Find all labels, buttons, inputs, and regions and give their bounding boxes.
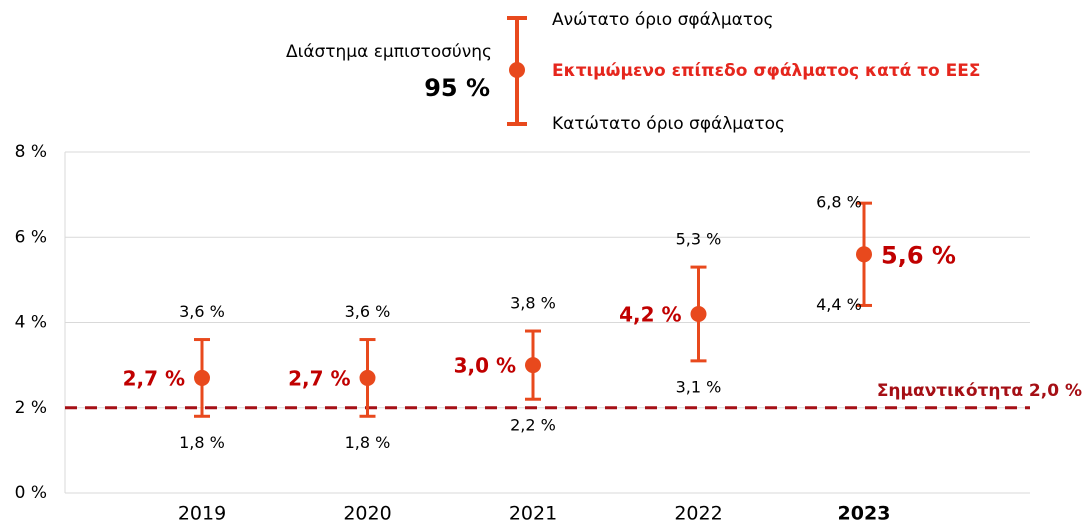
y-tick-label: 8 %	[15, 142, 47, 162]
lower-label: 1,8 %	[179, 433, 225, 452]
lower-label: 2,2 %	[510, 416, 556, 435]
legend-lower: Κατώτατο όριο σφάλματος	[552, 114, 785, 134]
value-label: 4,2 %	[619, 302, 681, 326]
point	[856, 246, 872, 263]
y-tick-label: 4 %	[15, 313, 47, 333]
upper-label: 3,8 %	[510, 294, 556, 313]
value-label: 3,0 %	[454, 354, 516, 378]
upper-label: 3,6 %	[345, 302, 391, 321]
legend-upper: Ανώτατο όριο σφάλματος	[552, 10, 773, 30]
lower-label: 4,4 %	[816, 295, 862, 314]
point	[194, 369, 210, 386]
y-tick-label: 6 %	[15, 227, 47, 247]
x-tick-label: 2020	[343, 503, 391, 525]
point	[525, 357, 541, 374]
x-tick-label: 2023	[838, 503, 891, 525]
x-tick-label: 2022	[674, 503, 722, 525]
x-tick-label: 2021	[509, 503, 557, 525]
point	[359, 369, 376, 386]
threshold-label: Σημαντικότητα 2,0 %	[877, 381, 1082, 401]
value-label: 2,7 %	[123, 366, 185, 390]
legend-icon	[507, 16, 527, 126]
lower-label: 1,8 %	[345, 433, 391, 452]
value-label: 5,6 %	[881, 241, 956, 269]
x-tick-label: 2019	[178, 503, 226, 525]
point	[690, 305, 707, 322]
upper-label: 6,8 %	[816, 193, 862, 212]
upper-label: 5,3 %	[676, 230, 722, 249]
y-tick-label: 0 %	[15, 483, 47, 503]
lower-label: 3,1 %	[676, 377, 722, 396]
value-label: 2,7 %	[288, 366, 350, 390]
legend-point: Εκτιμώμενο επίπεδο σφάλματος κατά το ΕΕΣ	[552, 61, 981, 81]
y-tick-label: 2 %	[15, 398, 47, 418]
legend-title: Διάστημα εμπιστοσύνης	[286, 42, 492, 62]
upper-label: 3,6 %	[179, 302, 225, 321]
legend-subtitle: 95 %	[424, 74, 490, 102]
